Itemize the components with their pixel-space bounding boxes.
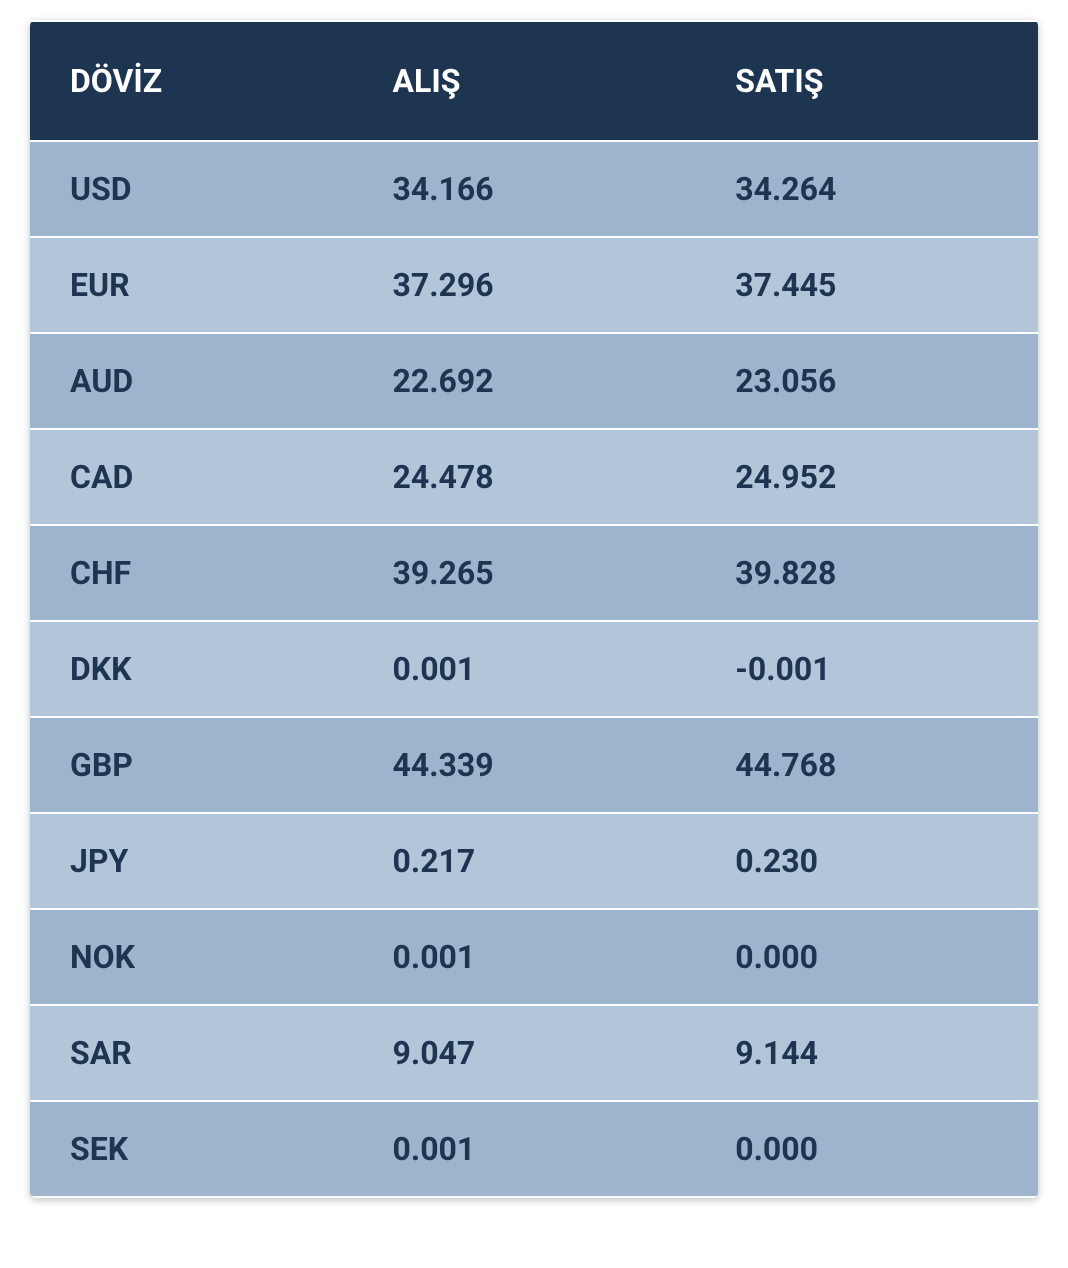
table-row: EUR 37.296 37.445 [30, 238, 1038, 332]
table-row: DKK 0.001 -0.001 [30, 622, 1038, 716]
table-row: CHF 39.265 39.828 [30, 526, 1038, 620]
sell-rate: 0.000 [695, 1102, 1038, 1196]
currency-exchange-table: DÖVİZ ALIŞ SATIŞ USD 34.166 34.264 EUR 3… [30, 20, 1038, 1198]
buy-rate: 37.296 [353, 238, 696, 332]
sell-rate: 23.056 [695, 334, 1038, 428]
table-row: GBP 44.339 44.768 [30, 718, 1038, 812]
buy-rate: 0.001 [353, 622, 696, 716]
buy-rate: 9.047 [353, 1006, 696, 1100]
table-row: AUD 22.692 23.056 [30, 334, 1038, 428]
table-row: JPY 0.217 0.230 [30, 814, 1038, 908]
currency-code: AUD [30, 334, 353, 428]
sell-rate: 0.000 [695, 910, 1038, 1004]
buy-rate: 24.478 [353, 430, 696, 524]
header-sell: SATIŞ [695, 22, 1038, 140]
currency-code: SEK [30, 1102, 353, 1196]
currency-code: NOK [30, 910, 353, 1004]
currency-code: SAR [30, 1006, 353, 1100]
buy-rate: 39.265 [353, 526, 696, 620]
sell-rate: -0.001 [695, 622, 1038, 716]
table-row: SEK 0.001 0.000 [30, 1102, 1038, 1196]
header-buy: ALIŞ [353, 22, 696, 140]
table-row: SAR 9.047 9.144 [30, 1006, 1038, 1100]
sell-rate: 24.952 [695, 430, 1038, 524]
currency-code: GBP [30, 718, 353, 812]
sell-rate: 34.264 [695, 142, 1038, 236]
table-header-row: DÖVİZ ALIŞ SATIŞ [30, 22, 1038, 140]
currency-code: CAD [30, 430, 353, 524]
buy-rate: 22.692 [353, 334, 696, 428]
sell-rate: 0.230 [695, 814, 1038, 908]
header-currency: DÖVİZ [30, 22, 353, 140]
currency-code: USD [30, 142, 353, 236]
sell-rate: 9.144 [695, 1006, 1038, 1100]
table-row: NOK 0.001 0.000 [30, 910, 1038, 1004]
buy-rate: 44.339 [353, 718, 696, 812]
currency-code: EUR [30, 238, 353, 332]
currency-code: CHF [30, 526, 353, 620]
buy-rate: 34.166 [353, 142, 696, 236]
sell-rate: 37.445 [695, 238, 1038, 332]
currency-code: JPY [30, 814, 353, 908]
sell-rate: 39.828 [695, 526, 1038, 620]
currency-code: DKK [30, 622, 353, 716]
buy-rate: 0.217 [353, 814, 696, 908]
buy-rate: 0.001 [353, 910, 696, 1004]
table-row: USD 34.166 34.264 [30, 142, 1038, 236]
sell-rate: 44.768 [695, 718, 1038, 812]
table-body: USD 34.166 34.264 EUR 37.296 37.445 AUD … [30, 142, 1038, 1196]
buy-rate: 0.001 [353, 1102, 696, 1196]
table-row: CAD 24.478 24.952 [30, 430, 1038, 524]
